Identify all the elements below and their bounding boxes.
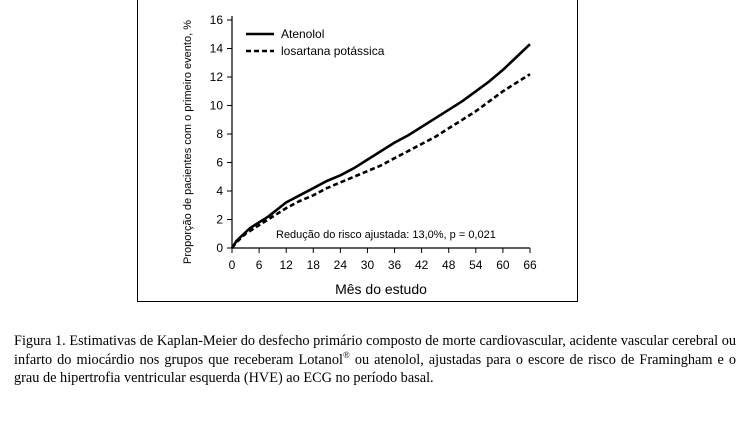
x-tick-label: 66 (523, 258, 537, 272)
y-ticks: 0 2 4 6 8 10 12 14 16 (210, 13, 232, 255)
x-tick-label: 36 (388, 258, 402, 272)
y-tick-label: 16 (210, 13, 224, 27)
series-line-atenolol (230, 43, 531, 249)
figure-caption: Figura 1. Estimativas de Kaplan-Meier do… (14, 332, 736, 388)
caption-text-2: ou atenolol, ajustadas para o escore de … (14, 351, 736, 387)
x-tick-label: 0 (229, 258, 236, 272)
y-tick-label: 2 (216, 213, 223, 227)
risk-reduction-annotation: Redução do risco ajustada: 13,0%, p = 0,… (276, 229, 496, 241)
y-axis-label: Proporção de pacientes com o primeiro ev… (182, 20, 194, 264)
x-tick-label: 24 (334, 258, 348, 272)
y-tick-label: 12 (210, 70, 224, 84)
registered-mark: ® (342, 349, 350, 360)
y-tick-label: 6 (216, 156, 223, 170)
y-tick-label: 8 (216, 127, 223, 141)
x-tick-label: 30 (361, 258, 375, 272)
y-tick-label: 10 (210, 99, 224, 113)
x-axis-label: Mês do estudo (335, 281, 427, 297)
caption-text-1: Figura 1. Estimativas de Kaplan-Meier do… (14, 333, 736, 368)
y-tick-label: 0 (216, 241, 223, 255)
x-tick-label: 42 (415, 258, 429, 272)
series-lines (230, 43, 531, 249)
x-tick-label: 6 (256, 258, 263, 272)
figure-frame (137, 0, 578, 302)
x-tick-label: 60 (496, 258, 510, 272)
x-tick-label: 12 (280, 258, 294, 272)
legend-label-atenolol: Atenolol (281, 27, 324, 41)
x-tick-label: 18 (307, 258, 321, 272)
y-tick-label: 14 (210, 42, 224, 56)
x-tick-label: 54 (469, 258, 483, 272)
x-tick-label: 48 (442, 258, 456, 272)
legend-label-losartana: losartana potássica (281, 44, 385, 58)
series-line-losartana (230, 73, 531, 249)
y-tick-label: 4 (216, 184, 223, 198)
axes (231, 16, 530, 249)
x-ticks: 0 6 12 18 24 30 36 42 48 54 60 66 (229, 248, 537, 272)
legend: Atenolol losartana potássica (246, 27, 385, 58)
